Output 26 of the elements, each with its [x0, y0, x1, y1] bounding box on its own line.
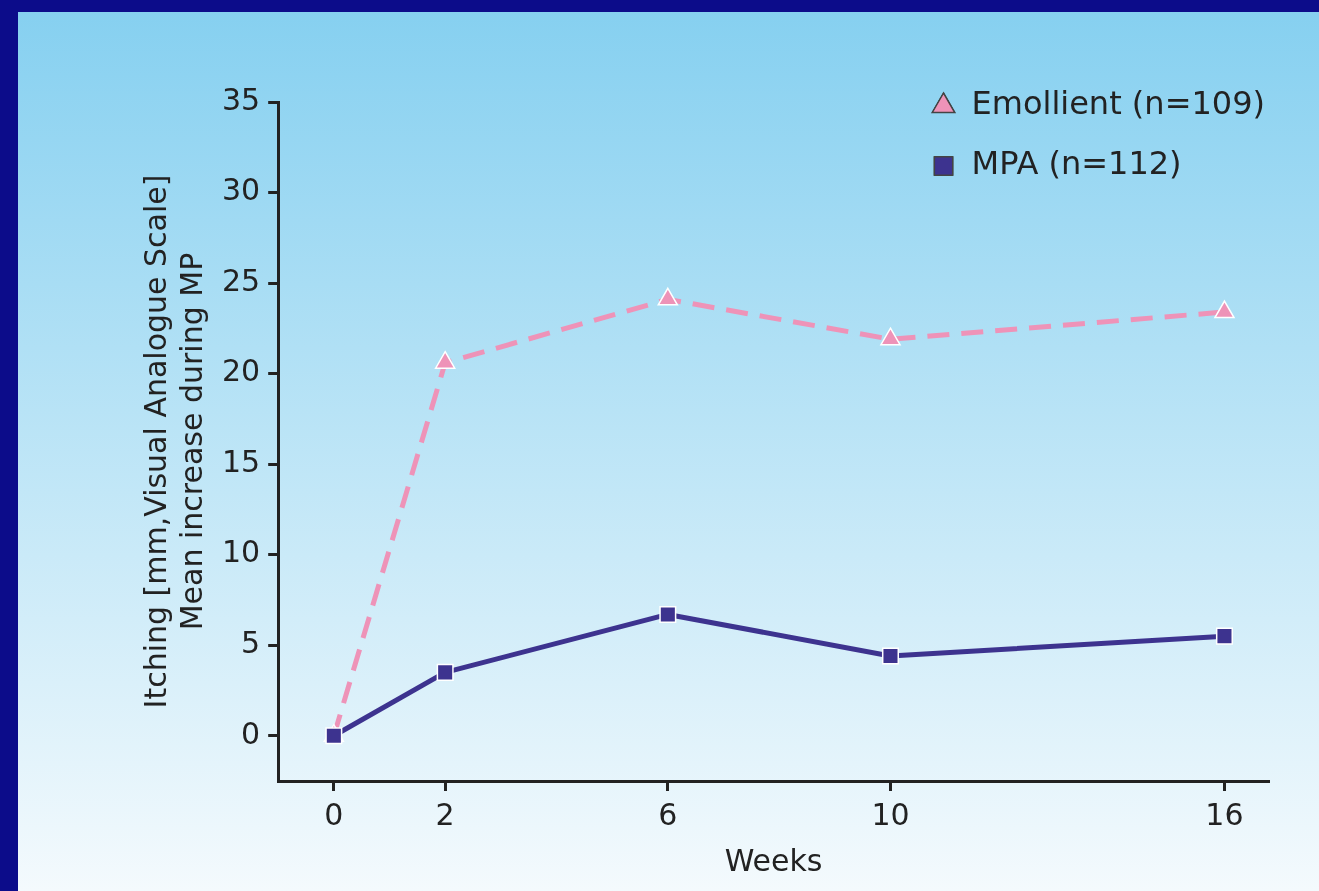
x-tick-label: 2 — [435, 796, 455, 832]
y-tick-label: 15 — [221, 443, 261, 479]
y-axis-title: Itching [mm,Visual Analogue Scale] Mean increase during MP — [137, 174, 209, 709]
legend-label: MPA (n=112) — [971, 144, 1182, 183]
point — [436, 663, 454, 681]
y-tick-label: 25 — [221, 262, 261, 298]
x-tick-label: 0 — [324, 796, 344, 832]
x-tick-label: 6 — [658, 796, 678, 832]
point — [434, 350, 456, 369]
y-tick-label: 0 — [241, 715, 261, 751]
y-tick-label: 30 — [221, 172, 261, 208]
point — [657, 287, 679, 306]
point — [1215, 627, 1233, 645]
point — [325, 727, 343, 745]
y-tick-label: 5 — [241, 625, 261, 660]
point — [880, 327, 901, 346]
x-tick-label: 10 — [871, 796, 910, 832]
legend-label: Emollient (n=109) — [971, 84, 1265, 123]
point — [659, 605, 677, 623]
y-tick-label: 10 — [221, 534, 261, 570]
y-tick-label: 20 — [221, 353, 261, 389]
x-axis-title: Weeks — [724, 842, 823, 878]
point — [881, 647, 900, 665]
y-tick-label: 35 — [221, 81, 261, 117]
point — [1214, 300, 1235, 319]
x-tick-label: 16 — [1205, 796, 1244, 832]
